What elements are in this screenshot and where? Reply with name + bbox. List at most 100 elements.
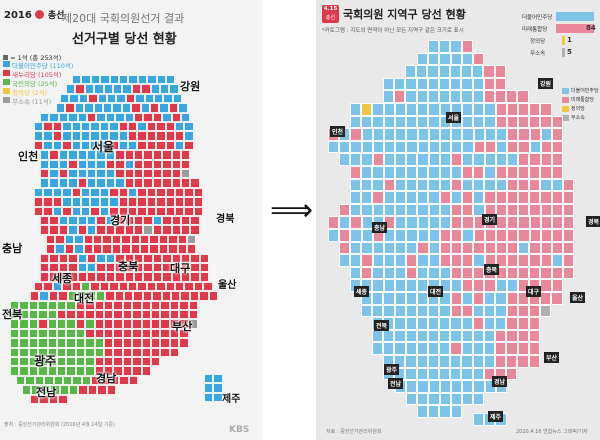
- district-cell: [10, 347, 20, 357]
- district-cell: [383, 304, 395, 318]
- district-cell: [428, 329, 440, 343]
- seat-legend-label: 더불어민주당: [522, 15, 553, 21]
- district-cell: [450, 392, 462, 406]
- district-cell: [40, 263, 50, 273]
- seat-legend-label: 정의당: [530, 39, 546, 45]
- legend-swatch: [3, 88, 10, 94]
- district-cell: [439, 266, 451, 280]
- district-cell: [484, 279, 496, 292]
- side-legend-swatch: [562, 115, 569, 121]
- district-cell: [149, 244, 159, 254]
- district-cell: [450, 178, 462, 192]
- district-cell: [99, 281, 110, 292]
- district-cell: [406, 254, 418, 267]
- district-cell: [473, 229, 485, 242]
- district-cell: [122, 347, 133, 357]
- district-cell: [372, 266, 384, 280]
- region-label-2: 인천: [330, 126, 346, 137]
- district-cell: [350, 128, 362, 141]
- district-cell: [361, 241, 373, 255]
- district-cell: [495, 329, 507, 343]
- district-cell: [181, 253, 191, 263]
- district-cell: [517, 329, 529, 343]
- district-cell: [122, 338, 133, 348]
- district-cell: [59, 385, 69, 395]
- district-cell: [551, 241, 563, 255]
- district-cell: [394, 90, 406, 103]
- district-cell: [130, 244, 140, 254]
- district-cell: [484, 329, 496, 343]
- district-cell: [131, 103, 141, 113]
- district-cell: [417, 241, 429, 255]
- district-cell: [540, 266, 552, 280]
- district-cell: [451, 128, 463, 141]
- district-cell: [137, 187, 147, 198]
- region-label-13: 광주: [34, 354, 57, 368]
- district-cell: [473, 191, 485, 204]
- district-cell: [94, 366, 104, 376]
- district-cell: [461, 342, 473, 355]
- district-cell: [58, 253, 69, 263]
- district-cell: [128, 375, 139, 386]
- district-cell: [169, 310, 180, 320]
- legend-label: 새누리당 (105석): [12, 71, 62, 79]
- district-cell: [71, 281, 81, 292]
- district-cell: [118, 140, 128, 151]
- side-legend-label: 미래통합당: [571, 97, 595, 103]
- district-cell: [113, 347, 123, 357]
- district-cell: [406, 266, 418, 280]
- district-cell: [518, 115, 530, 129]
- district-cell: [66, 310, 76, 320]
- district-cell: [132, 328, 142, 339]
- district-cell: [10, 300, 20, 310]
- district-cell: [417, 153, 429, 166]
- district-cell: [146, 206, 157, 216]
- district-cell: [47, 328, 57, 339]
- district-cell: [87, 159, 97, 169]
- district-cell: [506, 342, 518, 355]
- right-credit: 2020.4.16 연합뉴스 그래픽/기자: [516, 429, 588, 435]
- district-cell: [109, 140, 119, 151]
- district-cell: [405, 292, 417, 305]
- district-cell: [406, 153, 418, 166]
- district-cell: [439, 317, 451, 330]
- district-cell: [394, 115, 406, 129]
- district-cell: [472, 317, 484, 330]
- district-cell: [40, 225, 50, 235]
- district-cell: [461, 355, 473, 368]
- district-cell: [405, 317, 417, 330]
- district-cell: [169, 347, 180, 357]
- district-cell: [428, 191, 440, 204]
- side-legend-swatch: [562, 88, 569, 94]
- district-cell: [58, 291, 68, 301]
- side-legend-label: 더불어민주당: [571, 88, 599, 94]
- district-cell: [52, 187, 63, 198]
- district-cell: [34, 197, 44, 207]
- district-cell: [124, 272, 134, 282]
- district-cell: [204, 392, 214, 403]
- district-cell: [131, 84, 142, 94]
- district-cell: [52, 122, 63, 132]
- district-cell: [58, 225, 69, 235]
- district-cell: [405, 90, 417, 103]
- district-cell: [141, 328, 151, 339]
- district-cell: [179, 319, 189, 329]
- left-title-line2: 선거구별 당선 현황: [72, 32, 177, 47]
- district-cell: [563, 229, 575, 242]
- district-cell: [177, 244, 187, 254]
- right-subtitle: *카토그램 : 지도의 면적이 아닌 모든 지역구 같은 크기로 표시: [322, 28, 464, 34]
- district-cell: [189, 291, 200, 301]
- district-cell: [124, 225, 134, 235]
- district-cell: [406, 166, 418, 179]
- district-cell: [190, 253, 200, 263]
- side-legend-swatch: [562, 97, 569, 103]
- district-cell: [122, 328, 133, 339]
- district-cell: [40, 150, 50, 160]
- district-cell: [427, 77, 439, 91]
- district-cell: [58, 216, 69, 226]
- region-label-16: 제주: [222, 394, 241, 405]
- district-cell: [181, 272, 191, 282]
- district-cell: [115, 112, 125, 122]
- district-cell: [540, 304, 552, 318]
- district-cell: [156, 75, 166, 85]
